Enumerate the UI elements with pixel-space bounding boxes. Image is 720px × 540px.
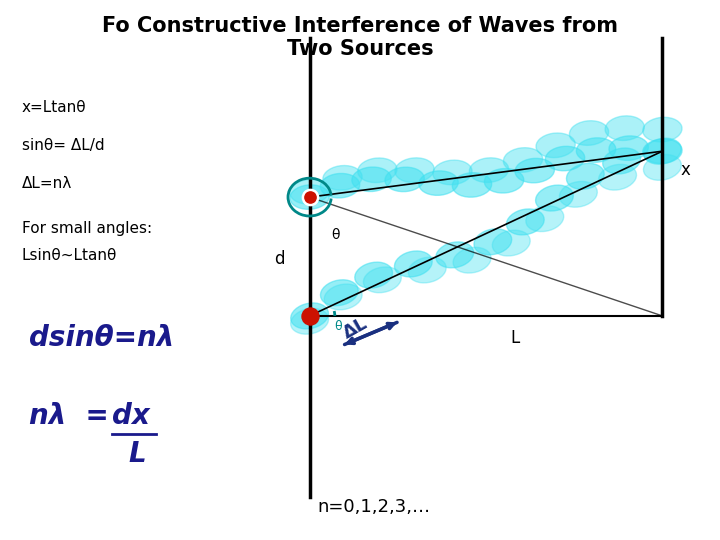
- Text: θ: θ: [334, 320, 342, 333]
- Ellipse shape: [433, 160, 472, 185]
- Text: θ: θ: [331, 228, 340, 242]
- Ellipse shape: [644, 154, 681, 180]
- Ellipse shape: [395, 251, 432, 277]
- Ellipse shape: [598, 164, 636, 190]
- Ellipse shape: [474, 229, 512, 255]
- Point: [304, 312, 315, 320]
- Ellipse shape: [559, 181, 598, 207]
- Ellipse shape: [545, 146, 585, 171]
- Ellipse shape: [291, 303, 328, 329]
- Ellipse shape: [436, 242, 474, 268]
- Text: x=Ltanθ: x=Ltanθ: [22, 100, 86, 115]
- Ellipse shape: [567, 163, 604, 189]
- Point: [304, 193, 315, 201]
- Ellipse shape: [355, 262, 392, 288]
- Ellipse shape: [452, 173, 492, 197]
- Ellipse shape: [492, 230, 530, 256]
- Ellipse shape: [643, 139, 682, 164]
- Text: Fo Constructive Interference of Waves from
Two Sources: Fo Constructive Interference of Waves fr…: [102, 16, 618, 59]
- Ellipse shape: [536, 133, 575, 158]
- Ellipse shape: [408, 257, 446, 283]
- Text: x: x: [680, 161, 690, 179]
- Ellipse shape: [385, 167, 424, 192]
- Ellipse shape: [576, 138, 616, 163]
- Text: nλ  =: nλ =: [29, 402, 118, 430]
- Ellipse shape: [609, 136, 648, 160]
- Text: L: L: [128, 440, 145, 468]
- Ellipse shape: [506, 209, 544, 235]
- Ellipse shape: [395, 158, 434, 183]
- Ellipse shape: [643, 117, 682, 142]
- Ellipse shape: [503, 148, 543, 172]
- Ellipse shape: [419, 171, 458, 195]
- Text: Lsinθ~Ltanθ: Lsinθ~Ltanθ: [22, 248, 117, 264]
- Ellipse shape: [453, 247, 491, 273]
- Ellipse shape: [536, 185, 573, 211]
- Ellipse shape: [469, 158, 508, 183]
- Ellipse shape: [358, 158, 397, 183]
- Text: n=0,1,2,3,…: n=0,1,2,3,…: [318, 498, 431, 516]
- Text: d: d: [274, 250, 284, 268]
- Ellipse shape: [352, 167, 391, 192]
- Ellipse shape: [364, 267, 401, 293]
- Text: dsinθ=nλ: dsinθ=nλ: [29, 324, 174, 352]
- Text: For small angles:: For small angles:: [22, 221, 152, 237]
- Text: L: L: [510, 329, 519, 347]
- Ellipse shape: [485, 168, 523, 193]
- Ellipse shape: [570, 121, 608, 145]
- Text: ΔL=nλ: ΔL=nλ: [22, 176, 72, 191]
- Ellipse shape: [320, 173, 360, 198]
- Ellipse shape: [605, 116, 644, 140]
- Ellipse shape: [290, 179, 329, 204]
- Ellipse shape: [603, 148, 641, 174]
- Text: ΔL: ΔL: [340, 315, 370, 343]
- Ellipse shape: [291, 308, 328, 334]
- Ellipse shape: [320, 280, 359, 306]
- Ellipse shape: [290, 185, 329, 210]
- Ellipse shape: [324, 284, 362, 310]
- Ellipse shape: [515, 158, 554, 183]
- Ellipse shape: [644, 138, 681, 164]
- Ellipse shape: [323, 166, 362, 190]
- Ellipse shape: [526, 206, 564, 232]
- Text: dx: dx: [112, 402, 149, 430]
- Text: sinθ= ΔL/d: sinθ= ΔL/d: [22, 138, 104, 153]
